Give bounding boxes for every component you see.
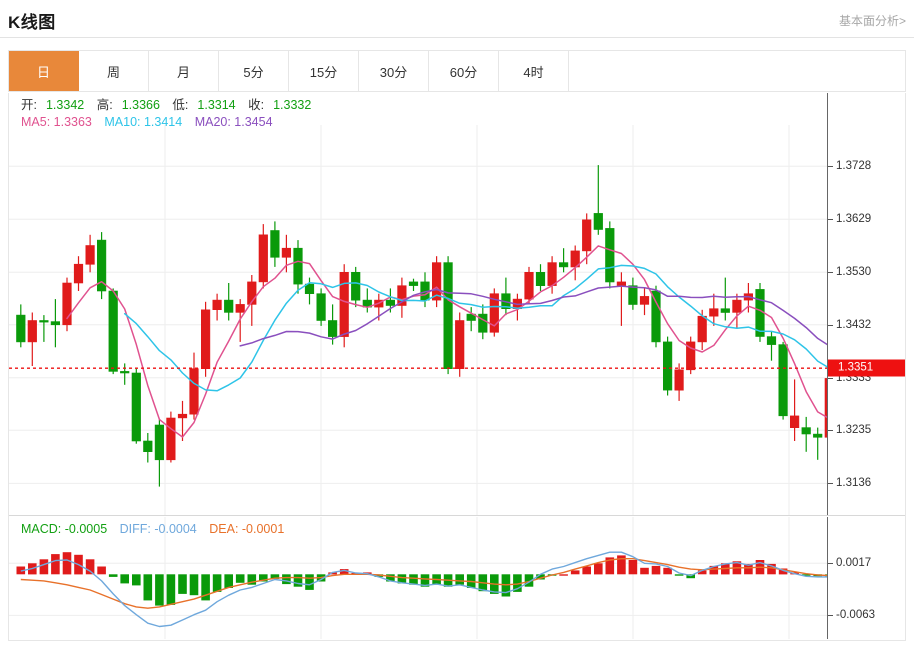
price-axis-label: 1.3432 [836, 318, 872, 331]
price-axis-label: 1.3728 [836, 160, 872, 173]
price-axis-tick [828, 377, 833, 379]
chart-frame: 开: 1.3342 高: 1.3366 低: 1.3314 收: 1.3332 MA5:… [8, 93, 906, 641]
page-header: K线图 基本面分析> [0, 0, 914, 38]
timeframe-tab-3[interactable]: 5分 [219, 51, 289, 91]
timeframe-tab-label: 15分 [309, 64, 338, 80]
timeframe-tab-5[interactable]: 30分 [359, 51, 429, 91]
price-axis-label: 1.3530 [836, 266, 872, 279]
page-title: K线图 [8, 13, 56, 32]
timeframe-tab-label: 5分 [243, 64, 264, 80]
macd-axis-tick [828, 615, 833, 617]
price-axis-tick [828, 166, 833, 168]
price-axis: 1.3728 1.3629 1.3530 1.3432 1.3333 1.3235 1.31… [827, 93, 905, 515]
tabbar-filler [569, 51, 905, 91]
timeframe-tab-0[interactable]: 日 [9, 51, 79, 91]
timeframe-tab-label: 60分 [449, 64, 478, 80]
macd-axis-tick [828, 563, 833, 565]
current-price-tag: 1.3351 [828, 359, 905, 377]
timeframe-tab-7[interactable]: 4时 [499, 51, 569, 91]
timeframe-tab-2[interactable]: 月 [149, 51, 219, 91]
timeframe-tabbar: 日 周 月 5分 15分 30分 60分 4时 [8, 50, 906, 92]
timeframe-tab-label: 日 [36, 64, 50, 80]
fundamental-analysis-link[interactable]: 基本面分析> [838, 14, 906, 28]
macd-axis: 0.0017 -0.0063 [827, 517, 905, 639]
timeframe-tab-4[interactable]: 15分 [289, 51, 359, 91]
timeframe-tab-6[interactable]: 60分 [429, 51, 499, 91]
price-axis-label: 1.3629 [836, 213, 872, 226]
timeframe-tab-label: 4时 [523, 64, 544, 80]
timeframe-tab-label: 月 [176, 64, 190, 80]
price-axis-tick [828, 272, 833, 274]
timeframe-tab-label: 30分 [379, 64, 408, 80]
price-axis-tick [828, 483, 833, 485]
price-axis-label: 1.3136 [836, 477, 872, 490]
price-axis-tick [828, 430, 833, 432]
macd-axis-label: -0.0063 [836, 609, 876, 622]
macd-panel[interactable]: MACD: -0.0005 DIFF: -0.0004 DEA: -0.0001… [9, 517, 905, 639]
timeframe-tab-label: 周 [106, 64, 120, 80]
timeframe-tab-1[interactable]: 周 [79, 51, 149, 91]
macd-axis-label: 0.0017 [836, 557, 872, 570]
price-axis-tick [828, 219, 833, 221]
candlestick-panel[interactable]: 开: 1.3342 高: 1.3366 低: 1.3314 收: 1.3332 MA5:… [9, 93, 905, 516]
price-axis-tick [828, 324, 833, 326]
price-axis-label: 1.3235 [836, 424, 872, 437]
